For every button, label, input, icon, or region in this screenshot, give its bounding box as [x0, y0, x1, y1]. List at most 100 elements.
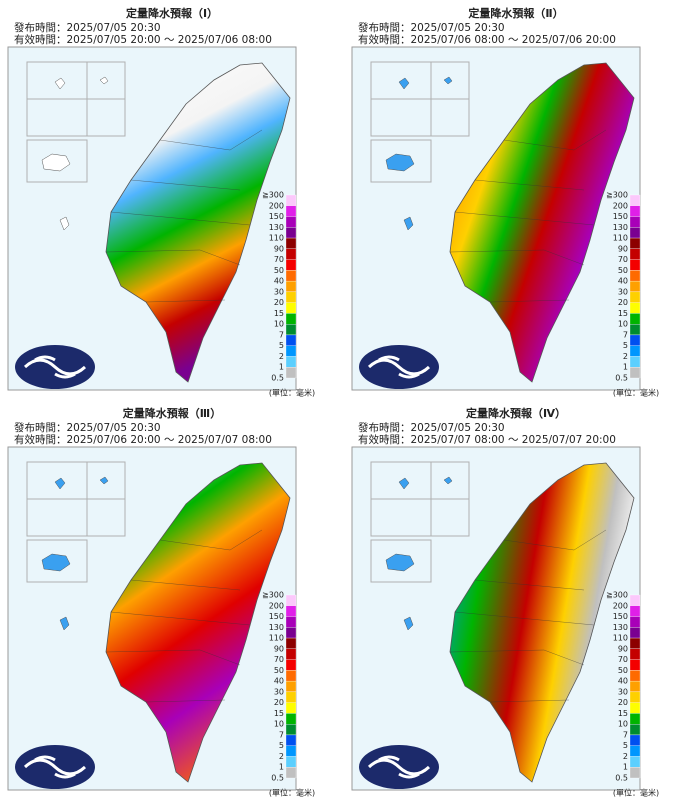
inset-box	[370, 98, 432, 137]
legend-swatch	[285, 334, 297, 346]
legend-swatch	[285, 637, 297, 649]
legend-swatch	[285, 616, 297, 628]
legend-swatch	[285, 280, 297, 293]
legend-label: 1	[623, 763, 628, 772]
legend-label: 50	[274, 266, 284, 275]
legend-swatch	[285, 216, 297, 228]
legend-swatch	[629, 248, 641, 260]
legend-label: 1	[279, 363, 284, 372]
legend-label: 30	[274, 287, 284, 296]
legend-label: 130	[613, 623, 628, 632]
legend-label: 40	[274, 277, 284, 286]
legend-label: 0.5	[271, 374, 284, 383]
legend-label: 20	[274, 298, 284, 307]
legend-label: 15	[618, 309, 628, 318]
legend-swatch	[285, 713, 297, 725]
legend-label: 200	[613, 601, 628, 610]
legend-swatch	[629, 713, 641, 725]
legend-swatch	[629, 194, 641, 206]
panel-title: 定量降水預報（Ⅳ）	[466, 406, 566, 420]
legend-label: 40	[274, 677, 284, 686]
legend-swatch	[629, 313, 641, 325]
legend-label: 110	[269, 234, 284, 243]
legend-label: 40	[618, 277, 628, 286]
legend-swatch	[285, 302, 297, 314]
legend-swatch	[629, 324, 641, 336]
issue-time: 發布時間：2025/07/05 20:30	[358, 21, 505, 34]
legend-label: 30	[618, 687, 628, 696]
legend-swatch	[629, 270, 641, 282]
legend-label: 2	[279, 752, 284, 761]
legend-label: 200	[613, 201, 628, 210]
legend-swatch	[285, 227, 297, 239]
legend-label: 200	[269, 601, 284, 610]
legend-swatch	[629, 734, 641, 746]
legend-swatch	[629, 291, 641, 303]
taiwan-rainfall	[449, 62, 635, 383]
legend-label: 7	[623, 730, 628, 739]
inset-box	[26, 139, 88, 183]
legend-label: 7	[279, 730, 284, 739]
taiwan-rainfall	[449, 462, 635, 783]
legend-label: 5	[623, 341, 628, 350]
legend-swatch	[629, 237, 641, 249]
forecast-panel: 定量降水預報（Ⅲ）發布時間：2025/07/05 20:30有效時間：2025/…	[7, 406, 315, 798]
legend-swatch	[629, 259, 641, 271]
legend-label: 50	[618, 266, 628, 275]
legend-swatch	[285, 605, 297, 617]
forecast-panel: 定量降水預報（Ⅱ）發布時間：2025/07/05 20:30有效時間：2025/…	[351, 6, 659, 398]
legend-label: 90	[618, 244, 628, 253]
unit-label: (單位：毫米)	[269, 388, 315, 398]
legend-label: 20	[618, 698, 628, 707]
legend-label: 150	[269, 212, 284, 221]
islands	[41, 476, 109, 631]
legend-swatch	[285, 367, 297, 379]
legend-label: 90	[274, 644, 284, 653]
legend-swatch	[285, 670, 297, 682]
county-borders	[105, 529, 263, 703]
legend-swatch	[285, 205, 297, 217]
panel-title: 定量降水預報（Ⅱ）	[468, 6, 563, 20]
legend-swatch	[285, 345, 297, 357]
legend-label: 1	[279, 763, 284, 772]
legend-swatch	[285, 734, 297, 746]
legend-label: 90	[618, 644, 628, 653]
legend-swatch	[285, 659, 297, 671]
legend-label: 50	[274, 666, 284, 675]
legend-swatch	[629, 367, 641, 379]
legend-label: 0.5	[615, 774, 628, 783]
inset-box	[26, 539, 88, 583]
valid-time: 有效時間：2025/07/07 08:00 ～ 2025/07/07 20:00	[358, 433, 616, 446]
legend-swatch	[285, 313, 297, 325]
legend-swatch	[629, 691, 641, 703]
legend-label: 20	[274, 698, 284, 707]
forecast-panel: 定量降水預報（Ⅰ）發布時間：2025/07/05 20:30有效時間：2025/…	[7, 6, 315, 398]
legend-swatch	[285, 767, 297, 779]
county-borders	[449, 529, 607, 703]
legend-label: 15	[274, 709, 284, 718]
legend-swatch	[285, 745, 297, 757]
inset-box	[370, 539, 432, 583]
legend-swatch	[285, 356, 297, 368]
legend-swatch	[285, 724, 297, 736]
forecast-panel: 定量降水預報（Ⅳ）發布時間：2025/07/05 20:30有效時間：2025/…	[351, 406, 659, 798]
legend-label: 5	[279, 741, 284, 750]
legend-label: 2	[623, 352, 628, 361]
legend-swatch	[285, 259, 297, 271]
legend-swatch	[629, 356, 641, 368]
logo-swirl	[367, 355, 431, 379]
inset-box	[26, 498, 88, 537]
legend-label: 2	[623, 752, 628, 761]
legend-label: 150	[269, 612, 284, 621]
legend-label: 0.5	[271, 774, 284, 783]
legend-swatch	[285, 756, 297, 768]
legend-label: 7	[279, 330, 284, 339]
legend-label: 40	[618, 677, 628, 686]
islands	[385, 76, 453, 231]
legend-label: 150	[613, 612, 628, 621]
legend-swatch	[285, 248, 297, 260]
valid-time: 有效時間：2025/07/06 20:00 ～ 2025/07/07 08:00	[14, 433, 272, 446]
legend-swatch	[629, 594, 641, 606]
legend-swatch	[629, 605, 641, 617]
